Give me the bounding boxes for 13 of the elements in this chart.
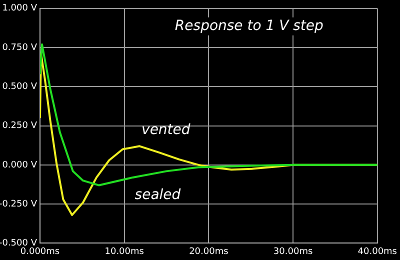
x-tick-label: 0.000ms bbox=[20, 246, 60, 257]
y-tick-label: 0.000 V bbox=[2, 160, 38, 170]
y-tick-label: 0.250 V bbox=[2, 121, 38, 132]
y-tick-label: 0.500 V bbox=[2, 82, 38, 92]
x-tick-label: 40.00ms bbox=[358, 246, 398, 257]
y-tick-label: 0.750 V bbox=[2, 42, 38, 53]
text: Response to 1 V step bbox=[174, 18, 324, 34]
series-label: sealed bbox=[134, 187, 181, 204]
series-label: vented bbox=[142, 122, 190, 138]
x-tick-label: 30.00ms bbox=[273, 246, 313, 257]
x-tick-label: 10.00ms bbox=[104, 246, 144, 257]
x-tick-label: 20.00ms bbox=[189, 246, 229, 257]
y-tick-label: 1.000 V bbox=[2, 4, 38, 14]
